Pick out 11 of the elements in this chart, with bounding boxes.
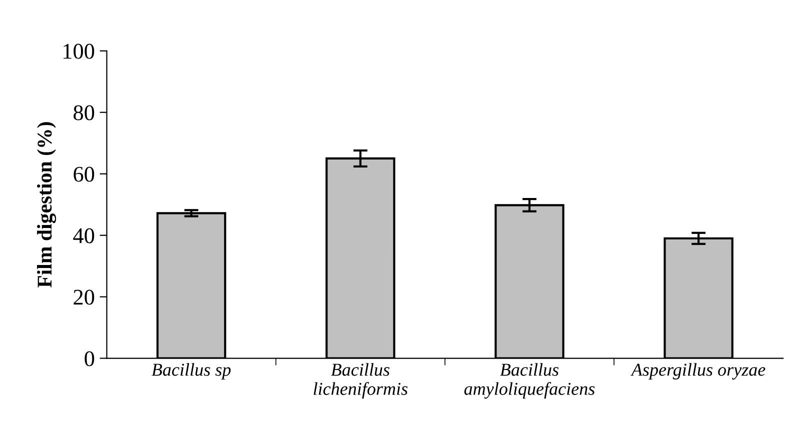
x-tick-label: Aspergillus oryzae — [630, 363, 766, 380]
y-tick-label: 80 — [74, 105, 94, 120]
y-axis-title: Film digestion (%) — [37, 122, 56, 288]
y-tick-label: 0 — [84, 351, 94, 366]
y-tick-label: 100 — [64, 44, 94, 59]
y-tick-label: 60 — [74, 166, 94, 182]
x-tick-label: Bacillus sp — [152, 363, 231, 380]
x-tick-label: Bacillus amyloliquefaciens — [464, 363, 595, 399]
y-tick-label: 40 — [73, 228, 94, 244]
y-tick-label: 20 — [74, 290, 94, 305]
x-tick-label: Bacillus licheniformis — [314, 363, 408, 399]
